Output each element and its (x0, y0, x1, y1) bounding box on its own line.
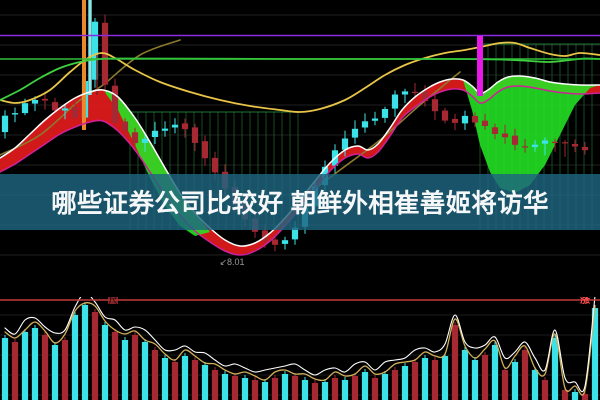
svg-text:哪些证券公司比较好 朝鲜外相崔善姬将访华: 哪些证券公司比较好 朝鲜外相崔善姬将访华 (51, 189, 549, 218)
svg-text:↙8.01: ↙8.01 (219, 257, 244, 267)
